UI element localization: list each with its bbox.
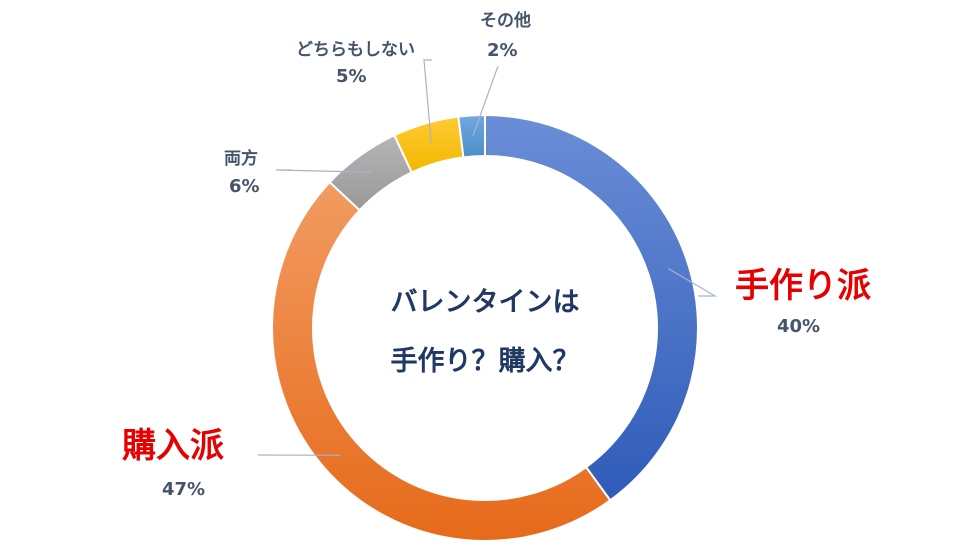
leader-ryoho (275, 169, 372, 173)
slice-tezukuri (484, 113, 699, 502)
chart-title-line-1: バレンタインは (390, 287, 580, 318)
label-tezukuri: 手作り派 (735, 266, 871, 306)
pct-ryoho: 6% (229, 176, 260, 197)
leader-lines (257, 59, 718, 456)
pct-konyu: 47% (162, 479, 206, 500)
leader-sonota (472, 65, 499, 137)
pct-dochiramo: 5% (336, 66, 367, 87)
label-sonota: その他 (480, 11, 531, 31)
label-ryoho: 両方 (224, 149, 258, 169)
donut-slices (271, 113, 699, 542)
chart-title-line-2: 手作り？購入？ (390, 346, 580, 377)
pct-sonota: 2% (487, 40, 518, 61)
slice-sonota (457, 113, 486, 159)
pct-tezukuri: 40% (777, 316, 821, 337)
label-konyu: 購入派 (122, 426, 224, 466)
leader-tezukuri (667, 267, 718, 297)
slice-konyu (271, 180, 612, 542)
leader-dochiramo (423, 59, 432, 144)
label-dochiramo: どちらもしない (296, 40, 415, 60)
